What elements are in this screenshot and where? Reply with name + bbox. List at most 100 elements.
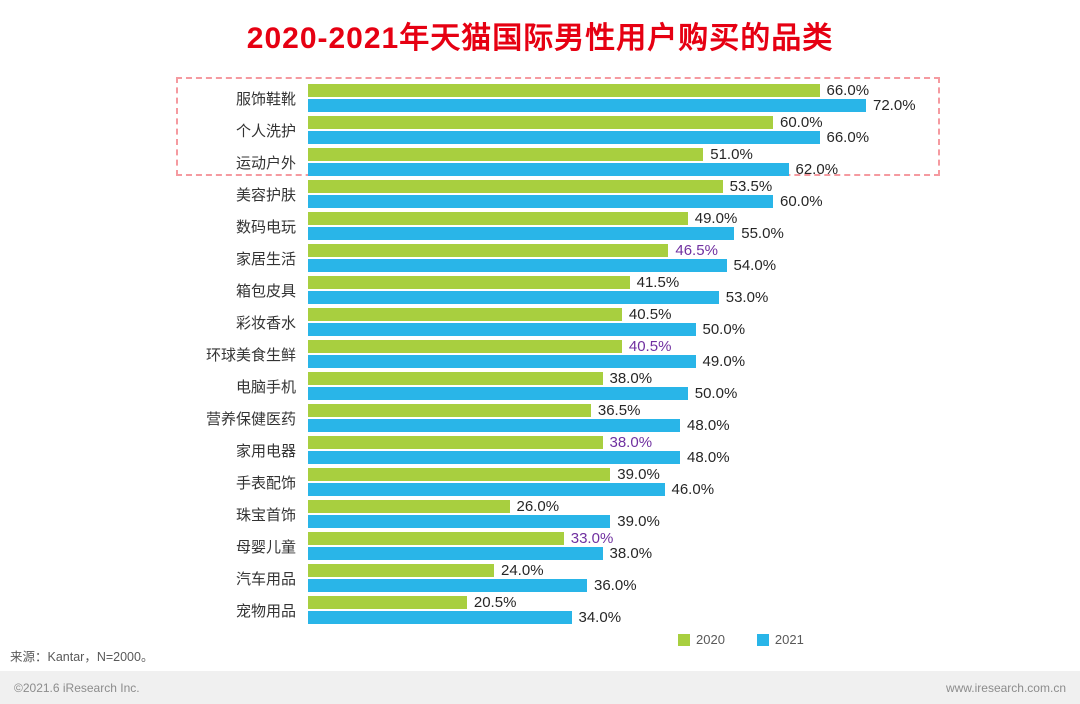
legend: 2020 2021 xyxy=(678,632,804,647)
value-label-2020: 38.0% xyxy=(609,370,653,387)
bar-group: 40.5% 50.0% xyxy=(308,306,928,337)
bar-2020 xyxy=(308,468,611,481)
chart-row: 汽车用品 24.0% 36.0% xyxy=(0,563,1080,594)
chart-row: 服饰鞋靴 66.0% 72.0% xyxy=(0,83,1080,114)
bar-2021 xyxy=(308,579,587,592)
category-label: 运动户外 xyxy=(235,154,296,172)
bar-2020 xyxy=(308,244,669,257)
bar-2020 xyxy=(308,212,688,225)
bar-line-2021: 55.0% xyxy=(308,225,928,242)
bar-line-2020: 40.5% xyxy=(308,339,928,354)
value-label-2021: 54.0% xyxy=(733,257,777,274)
bar-group: 46.5% 54.0% xyxy=(308,242,928,274)
bar-2020 xyxy=(308,340,622,353)
bar-2020 xyxy=(308,596,467,609)
chart-row: 箱包皮具 41.5% 53.0% xyxy=(0,274,1080,305)
bar-line-2020: 24.0% xyxy=(308,563,928,578)
bar-2021 xyxy=(308,483,665,496)
bar-line-2020: 26.0% xyxy=(308,498,928,515)
bar-2020 xyxy=(308,372,603,385)
value-label-2020: 26.0% xyxy=(516,498,560,515)
chart-rows: 服饰鞋靴 66.0% 72.0% 个人洗护 60.0% 66.0% 运动户外 51.0% 62.… xyxy=(0,83,1080,625)
bar-2021 xyxy=(308,99,866,112)
bar-line-2021: 48.0% xyxy=(308,449,928,466)
bar-2021 xyxy=(308,163,789,176)
bar-line-2021: 50.0% xyxy=(308,322,928,337)
bar-group: 38.0% 48.0% xyxy=(308,435,928,466)
value-label-2021: 48.0% xyxy=(687,417,730,434)
value-label-2020: 36.5% xyxy=(597,402,641,419)
chart-row: 环球美食生鲜 40.5% 49.0% xyxy=(0,339,1080,369)
bar-line-2020: 53.5% xyxy=(308,179,928,194)
value-label-2021: 50.0% xyxy=(694,385,738,402)
chart-row: 家居生活 46.5% 54.0% xyxy=(0,242,1080,274)
source-note: 来源：Kantar，N=2000。 xyxy=(10,650,154,664)
bar-2021 xyxy=(308,291,719,304)
value-label-2021: 55.0% xyxy=(741,225,784,242)
value-label-2021: 72.0% xyxy=(873,97,916,114)
chart-row: 母婴儿童 33.0% 38.0% xyxy=(0,530,1080,562)
bar-line-2021: 53.0% xyxy=(308,290,928,305)
bar-2021 xyxy=(308,451,680,464)
bar-chart: 服饰鞋靴 66.0% 72.0% 个人洗护 60.0% 66.0% 运动户外 51.0% 62.… xyxy=(0,77,1080,625)
category-label: 宠物用品 xyxy=(235,602,296,620)
bar-2020 xyxy=(308,116,773,129)
value-label-2021: 66.0% xyxy=(826,129,870,146)
bar-line-2021: 38.0% xyxy=(308,545,928,562)
category-label: 家居生活 xyxy=(235,250,296,268)
bar-line-2020: 38.0% xyxy=(308,370,928,387)
bar-line-2021: 36.0% xyxy=(308,577,928,594)
chart-row: 手表配饰 39.0% 46.0% xyxy=(0,467,1080,498)
bar-line-2021: 62.0% xyxy=(308,162,928,177)
category-label: 个人洗护 xyxy=(235,122,296,140)
bar-line-2021: 46.0% xyxy=(308,481,928,498)
bar-line-2020: 60.0% xyxy=(308,114,928,131)
value-label-2020: 33.0% xyxy=(570,530,614,547)
bar-2021 xyxy=(308,547,603,560)
chart-row: 运动户外 51.0% 62.0% xyxy=(0,146,1080,177)
value-label-2020: 46.5% xyxy=(675,242,718,259)
bar-line-2020: 41.5% xyxy=(308,274,928,291)
bar-2020 xyxy=(308,180,723,193)
chart-row: 美容护肤 53.5% 60.0% xyxy=(0,179,1080,209)
bar-2020 xyxy=(308,84,820,97)
value-label-2020: 60.0% xyxy=(780,114,823,131)
bar-line-2021: 60.0% xyxy=(308,194,928,209)
value-label-2021: 48.0% xyxy=(687,449,730,466)
value-label-2020: 49.0% xyxy=(694,210,738,227)
bar-group: 51.0% 62.0% xyxy=(308,146,928,177)
bar-line-2020: 49.0% xyxy=(308,210,928,227)
bar-2021 xyxy=(308,131,820,144)
bar-2020 xyxy=(308,436,603,449)
value-label-2021: 38.0% xyxy=(609,545,653,562)
category-label: 数码电玩 xyxy=(235,218,296,236)
bar-group: 41.5% 53.0% xyxy=(308,274,928,305)
chart-row: 电脑手机 38.0% 50.0% xyxy=(0,370,1080,402)
bar-group: 26.0% 39.0% xyxy=(308,498,928,529)
value-label-2021: 46.0% xyxy=(671,481,715,498)
value-label-2020: 41.5% xyxy=(636,274,680,291)
bar-line-2020: 38.0% xyxy=(308,435,928,450)
category-label: 手表配饰 xyxy=(235,474,296,492)
category-label: 珠宝首饰 xyxy=(235,506,296,524)
bar-group: 40.5% 49.0% xyxy=(308,339,928,369)
value-label-2021: 36.0% xyxy=(594,577,637,594)
bar-group: 66.0% 72.0% xyxy=(308,83,928,114)
value-label-2020: 20.5% xyxy=(473,594,517,611)
chart-row: 个人洗护 60.0% 66.0% xyxy=(0,114,1080,146)
bar-group: 24.0% 36.0% xyxy=(308,563,928,594)
chart-row: 彩妆香水 40.5% 50.0% xyxy=(0,306,1080,337)
bar-line-2021: 39.0% xyxy=(308,514,928,529)
bar-2021 xyxy=(308,419,680,432)
footer-copyright: ©2021.6 iResearch Inc. xyxy=(14,680,140,695)
bar-line-2020: 20.5% xyxy=(308,594,928,611)
value-label-2020: 51.0% xyxy=(710,146,753,163)
bar-2021 xyxy=(308,387,688,400)
bar-line-2020: 66.0% xyxy=(308,83,928,98)
bar-line-2020: 33.0% xyxy=(308,530,928,547)
value-label-2020: 40.5% xyxy=(628,306,672,323)
category-label: 彩妆香水 xyxy=(235,314,296,332)
bar-2021 xyxy=(308,323,696,336)
bar-group: 38.0% 50.0% xyxy=(308,370,928,402)
bar-line-2021: 49.0% xyxy=(308,354,928,369)
